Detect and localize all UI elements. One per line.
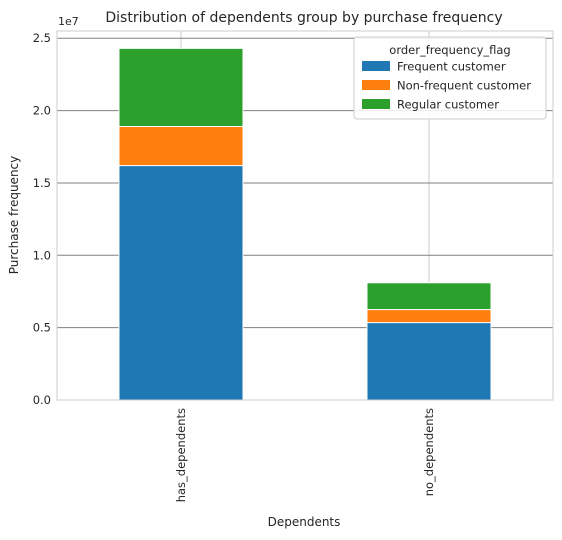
- y-offset-label: 1e7: [58, 15, 79, 28]
- y-axis-label: Purchase frequency: [7, 156, 21, 275]
- y-tick-label: 0.5: [33, 321, 51, 335]
- y-tick-label: 1.5: [33, 176, 51, 190]
- legend-box: [353, 36, 547, 120]
- bar-segment: [366, 282, 492, 311]
- legend-label: Regular customer: [397, 98, 499, 112]
- plot-frame: [56, 30, 554, 401]
- legend: order_frequency_flag Frequent customer No…: [353, 36, 547, 120]
- y-tick-label: 2.0: [33, 104, 51, 118]
- legend-label: Frequent customer: [397, 60, 506, 74]
- bar-segment: [118, 126, 244, 167]
- legend-title: order_frequency_flag: [389, 43, 510, 57]
- x-tick-label: has_dependents: [174, 408, 188, 502]
- y-tick-label: 0.0: [33, 393, 51, 407]
- x-tick-label: no_dependents: [422, 408, 436, 496]
- axes: [56, 30, 554, 401]
- legend-label: Non-frequent customer: [397, 79, 531, 93]
- bar-segment: [118, 47, 244, 128]
- legend-swatch: [362, 80, 390, 90]
- legend-swatch: [362, 61, 390, 71]
- y-tick-label: 2.5: [33, 31, 51, 45]
- bar-segment: [366, 309, 492, 324]
- legend-items: Frequent customer Non-frequent customer Re…: [362, 60, 531, 112]
- x-tick-labels: has_dependents no_dependents: [174, 408, 436, 502]
- bar-segment: [118, 165, 244, 401]
- bar-segment: [366, 322, 492, 401]
- legend-swatch: [362, 99, 390, 109]
- y-tick-labels: 0.0 0.5 1.0 1.5 2.0 2.5: [33, 31, 51, 407]
- x-axis-label: Dependents: [268, 515, 341, 529]
- y-tick-label: 1.0: [33, 248, 51, 262]
- bars: [118, 47, 492, 401]
- chart-title: Distribution of dependents group by purc…: [105, 10, 502, 26]
